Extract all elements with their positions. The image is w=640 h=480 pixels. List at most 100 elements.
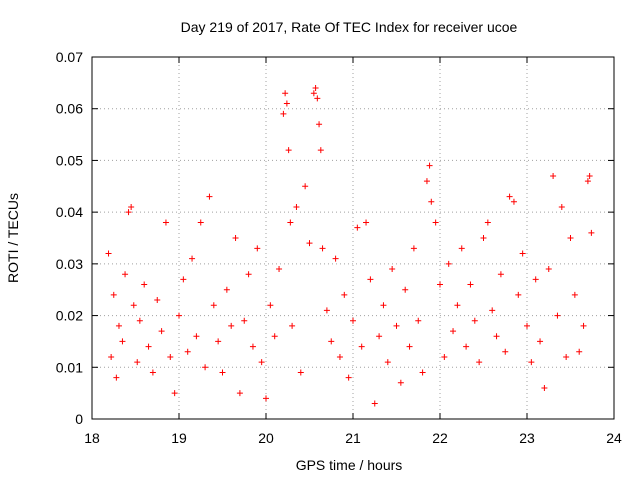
x-tick-label: 18 <box>84 430 100 446</box>
data-point <box>458 245 465 252</box>
data-point <box>319 245 326 252</box>
data-point <box>245 271 252 278</box>
data-point <box>537 338 544 345</box>
data-point <box>489 307 496 314</box>
x-axis-label: GPS time / hours <box>296 457 403 473</box>
data-point <box>189 255 196 262</box>
data-point <box>586 172 593 179</box>
data-point <box>236 390 243 397</box>
data-point <box>567 235 574 241</box>
data-point <box>541 384 548 391</box>
data-point <box>423 178 430 185</box>
data-point <box>454 302 461 309</box>
data-point <box>310 90 317 97</box>
data-point <box>402 286 409 293</box>
data-point <box>350 317 356 324</box>
data-point <box>484 219 491 226</box>
data-points <box>105 85 595 407</box>
data-point <box>358 343 365 350</box>
data-point <box>149 369 156 376</box>
data-point <box>283 100 290 107</box>
data-point <box>108 353 115 360</box>
data-point <box>293 203 300 210</box>
data-point <box>263 395 269 402</box>
data-point <box>287 219 294 226</box>
data-point <box>328 338 335 345</box>
data-point <box>271 333 278 340</box>
data-point <box>115 322 122 329</box>
data-point <box>130 302 137 309</box>
data-point <box>105 250 112 257</box>
data-point <box>426 162 433 169</box>
data-point <box>397 379 404 386</box>
y-tick-label: 0.03 <box>56 256 83 272</box>
data-point <box>367 276 374 283</box>
data-point <box>354 224 361 231</box>
data-point <box>341 291 348 298</box>
data-point <box>558 203 565 210</box>
chart-title: Day 219 of 2017, Rate Of TEC Index for r… <box>181 19 518 35</box>
data-point <box>276 266 283 273</box>
data-point <box>580 322 587 329</box>
data-point <box>380 302 387 309</box>
x-tick-label: 20 <box>258 430 274 446</box>
data-point <box>371 400 378 407</box>
x-tick-label: 22 <box>432 430 448 446</box>
data-point <box>524 322 530 329</box>
data-point <box>415 317 422 324</box>
data-point <box>441 353 448 360</box>
data-point <box>428 198 435 205</box>
data-point <box>249 343 256 350</box>
data-point <box>215 338 222 345</box>
data-point <box>285 147 292 154</box>
data-point <box>258 359 265 366</box>
y-axis-label: ROTI / TECUs <box>5 193 21 283</box>
y-tick-label: 0 <box>75 411 83 427</box>
data-point <box>506 193 513 200</box>
data-point <box>432 219 439 226</box>
data-point <box>128 203 135 210</box>
data-point <box>550 172 557 179</box>
data-point <box>336 353 343 360</box>
data-point <box>528 359 535 366</box>
data-point <box>545 266 552 273</box>
y-tick-label: 0.02 <box>56 308 83 324</box>
data-point <box>519 250 526 257</box>
data-point <box>584 178 591 185</box>
data-point <box>289 322 296 329</box>
data-point <box>167 353 174 360</box>
data-point <box>493 333 500 340</box>
data-point <box>119 338 126 345</box>
data-point <box>282 90 289 97</box>
data-point <box>113 374 120 381</box>
data-point <box>302 183 309 190</box>
data-point <box>180 276 187 283</box>
data-point <box>141 281 148 288</box>
y-tick-label: 0.01 <box>56 359 83 375</box>
data-point <box>241 317 248 324</box>
data-point <box>389 266 396 273</box>
data-point <box>384 359 391 366</box>
data-point <box>297 369 304 376</box>
data-point <box>393 322 400 329</box>
x-tick-label: 19 <box>171 430 187 446</box>
data-point <box>184 348 191 355</box>
data-point <box>228 322 235 329</box>
x-tick-label: 21 <box>345 430 361 446</box>
data-point <box>154 297 161 304</box>
data-point <box>463 343 470 350</box>
data-point <box>345 374 352 381</box>
data-point <box>122 271 129 278</box>
y-tick-label: 0.06 <box>56 101 83 117</box>
data-point <box>202 364 209 371</box>
y-tick-label: 0.04 <box>56 204 83 220</box>
y-tick-label: 0.05 <box>56 152 83 168</box>
grid-lines <box>92 57 614 419</box>
data-point <box>445 260 452 267</box>
data-point <box>110 291 117 298</box>
data-point <box>450 328 457 335</box>
data-point <box>206 193 213 200</box>
data-point <box>162 219 169 226</box>
